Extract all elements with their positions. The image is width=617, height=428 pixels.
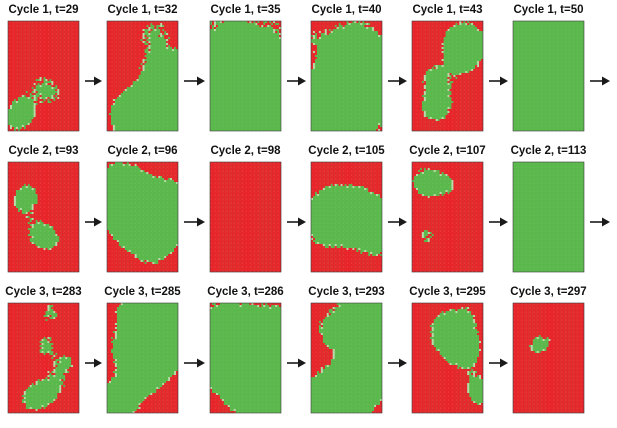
lattice-background — [210, 21, 281, 131]
transition-arrow — [184, 77, 205, 86]
panel-title: Cycle 2, t=96 — [107, 145, 177, 157]
transition-arrow — [287, 77, 306, 86]
transition-arrow — [489, 77, 508, 86]
lattice-background — [210, 303, 281, 413]
transition-arrow — [85, 218, 102, 227]
panel-title: Cycle 1, t=43 — [412, 4, 482, 16]
panel-title: Cycle 3, t=285 — [104, 286, 181, 298]
transition-arrow — [85, 77, 102, 86]
snapshot-panel: Cycle 3, t=286 — [207, 286, 283, 413]
panel-title: Cycle 1, t=32 — [107, 4, 177, 16]
snapshot-panel: Cycle 2, t=105 — [308, 145, 385, 272]
panel-title: Cycle 3, t=297 — [510, 286, 586, 298]
transition-arrow — [489, 218, 508, 227]
snapshot-panel: Cycle 1, t=32 — [107, 4, 178, 131]
snapshot-panel: Cycle 2, t=113 — [511, 145, 587, 272]
snapshot-panel: Cycle 2, t=96 — [107, 145, 178, 272]
snapshot-panel: Cycle 1, t=35 — [210, 4, 281, 131]
lattice-background — [311, 21, 382, 131]
panel-title: Cycle 3, t=283 — [5, 286, 81, 298]
panel-title: Cycle 3, t=295 — [409, 286, 486, 298]
transition-arrow — [184, 218, 205, 227]
transition-arrow — [489, 359, 508, 368]
transition-arrow — [388, 218, 407, 227]
snapshot-panel: Cycle 1, t=29 — [8, 4, 79, 131]
panel-title: Cycle 2, t=98 — [210, 145, 281, 157]
lattice-background — [513, 162, 584, 272]
snapshot-panel: Cycle 3, t=295 — [409, 286, 486, 413]
lattice-cells — [8, 162, 79, 272]
snapshot-panel: Cycle 3, t=293 — [308, 286, 384, 413]
panel-title: Cycle 2, t=93 — [8, 145, 78, 157]
transition-arrow — [184, 359, 205, 368]
snapshot-panel: Cycle 1, t=50 — [513, 4, 584, 131]
panel-title: Cycle 1, t=35 — [210, 4, 281, 16]
panel-title: Cycle 2, t=105 — [308, 145, 385, 157]
snapshot-panel: Cycle 3, t=285 — [104, 286, 181, 413]
snapshot-panel: Cycle 2, t=107 — [409, 145, 485, 272]
snapshot-panel: Cycle 1, t=43 — [412, 4, 483, 131]
panel-title: Cycle 2, t=113 — [511, 145, 587, 157]
transition-arrow — [287, 359, 306, 368]
panel-title: Cycle 2, t=107 — [409, 145, 485, 157]
snapshot-panel: Cycle 2, t=98 — [210, 145, 281, 272]
panel-title: Cycle 3, t=286 — [207, 286, 283, 298]
panel-title: Cycle 1, t=50 — [513, 4, 583, 16]
panel-title: Cycle 1, t=29 — [8, 4, 78, 16]
transition-arrow — [388, 359, 407, 368]
lattice-cells — [210, 162, 281, 272]
transition-arrow — [85, 359, 102, 368]
snapshot-panel: Cycle 2, t=93 — [8, 145, 79, 272]
lattice-background — [513, 21, 584, 131]
panel-title: Cycle 1, t=40 — [311, 4, 381, 16]
panel-title: Cycle 3, t=293 — [308, 286, 384, 298]
lattice-cells — [513, 303, 584, 413]
transition-arrow — [590, 77, 610, 86]
transition-arrow — [287, 218, 306, 227]
transition-arrow — [590, 218, 610, 227]
transition-arrow — [388, 77, 407, 86]
snapshot-panel: Cycle 3, t=297 — [510, 286, 586, 413]
snapshot-panel: Cycle 1, t=40 — [311, 4, 382, 131]
snapshot-panel: Cycle 3, t=283 — [5, 286, 81, 413]
